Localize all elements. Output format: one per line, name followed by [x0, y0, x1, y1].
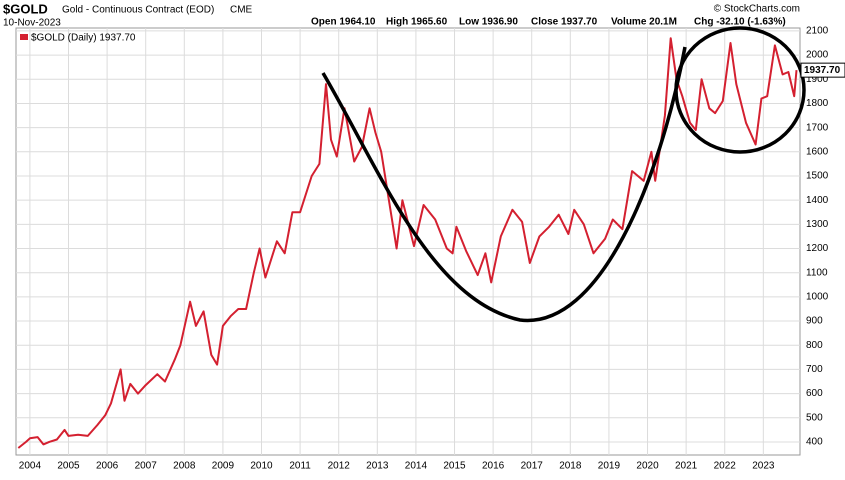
y-tick-label: 2000 [806, 50, 829, 61]
high: High 1965.60 [386, 17, 448, 28]
x-tick-label: 2019 [598, 461, 621, 472]
plot-frame [15, 27, 801, 456]
y-tick-label: 700 [806, 364, 823, 375]
x-tick-label: 2016 [482, 461, 505, 472]
change: Chg -32.10 (-1.63%) [694, 17, 786, 28]
x-tick-label: 2020 [636, 461, 659, 472]
date: 10-Nov-2023 [3, 18, 61, 29]
volume: Volume 20.1M [611, 17, 677, 28]
y-tick-label: 400 [806, 437, 823, 448]
cup-annotation [321, 46, 687, 323]
symbol: $GOLD [3, 1, 48, 16]
y-tick-label: 1300 [806, 219, 829, 230]
exchange: CME [230, 5, 253, 16]
x-tick-label: 2011 [289, 461, 311, 472]
close: Close 1937.70 [531, 17, 598, 28]
y-tick-label: 1100 [806, 267, 828, 278]
legend-swatch [20, 34, 28, 40]
y-tick-label: 1400 [806, 195, 829, 206]
y-tick-label: 1900 [806, 74, 829, 85]
x-tick-label: 2021 [675, 461, 698, 472]
circle-annotation [674, 26, 806, 154]
y-tick-label: 1800 [806, 98, 829, 109]
low: Low 1936.90 [459, 17, 518, 28]
y-tick-label: 500 [806, 412, 823, 423]
instrument-name: Gold - Continuous Contract (EOD) [62, 5, 214, 16]
x-tick-label: 2012 [328, 461, 351, 472]
y-tick-label: 1700 [806, 122, 829, 133]
last-value-label: 1937.70 [804, 65, 841, 76]
y-tick-label: 2100 [806, 26, 829, 37]
y-tick-label: 1000 [806, 292, 829, 303]
y-tick-label: 1200 [806, 243, 829, 254]
x-tick-label: 2013 [366, 461, 389, 472]
legend: $GOLD (Daily) 1937.70 [31, 33, 136, 44]
y-tick-label: 600 [806, 388, 823, 399]
y-tick-label: 900 [806, 316, 823, 327]
x-tick-label: 2010 [250, 461, 273, 472]
y-tick-label: 1600 [806, 146, 829, 157]
plot [16, 28, 800, 455]
copyright: © StockCharts.com [714, 4, 800, 15]
y-tick-label: 1500 [806, 171, 829, 182]
open: Open 1964.10 [311, 17, 376, 28]
x-tick-label: 2018 [559, 461, 582, 472]
x-tick-label: 2023 [752, 461, 775, 472]
x-tick-label: 2009 [212, 461, 235, 472]
x-tick-label: 2008 [173, 461, 196, 472]
x-tick-label: 2005 [57, 461, 80, 472]
x-tick-label: 2006 [96, 461, 119, 472]
x-tick-label: 2015 [443, 461, 466, 472]
x-tick-label: 2007 [135, 461, 158, 472]
last-value-box [800, 62, 845, 78]
x-tick-label: 2014 [405, 461, 428, 472]
y-tick-label: 800 [806, 340, 823, 351]
price-line [17, 37, 798, 449]
x-tick-label: 2022 [714, 461, 737, 472]
x-tick-label: 2017 [521, 461, 544, 472]
x-tick-label: 2004 [19, 461, 42, 472]
